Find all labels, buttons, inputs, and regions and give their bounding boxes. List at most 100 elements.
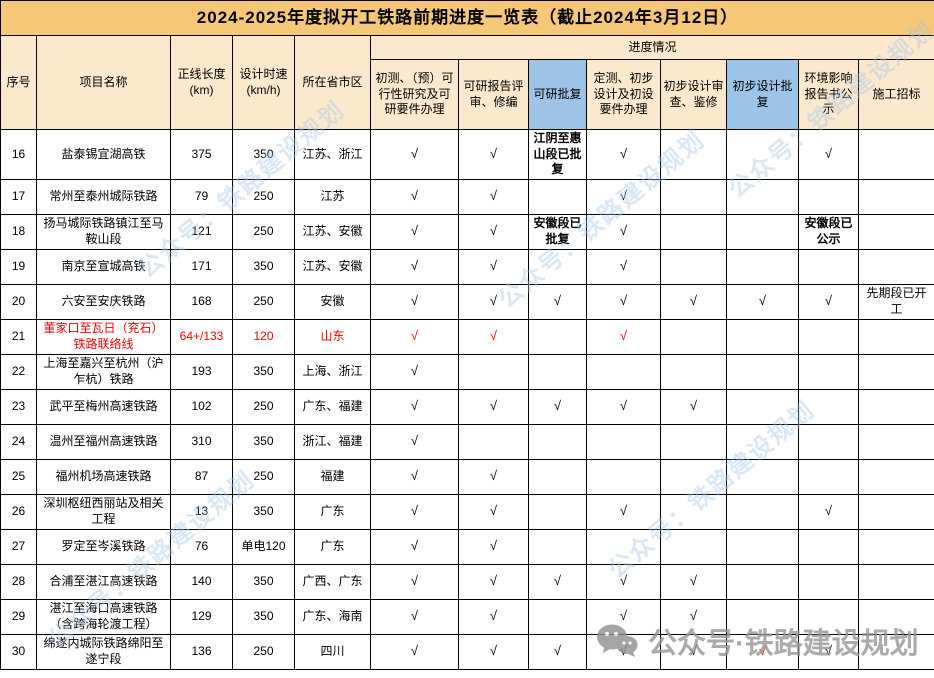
progress-cell [798, 178, 859, 215]
table-row: 23 武平至梅州高速铁路 102 250 广东、福建 √ √ √ √ √ [0, 388, 934, 425]
progress-cell: √ [458, 528, 529, 565]
progress-cell: √ [370, 528, 459, 565]
title-row: 2024-2025年度拟开工铁路前期进度一览表（截止2024年3月12日） [0, 0, 934, 36]
col-header-region: 所在省市区 [294, 35, 371, 130]
line-length: 102 [170, 388, 233, 425]
row-seq: 29 [0, 598, 37, 635]
col-header-eia-publicity: 环境影响报告书公示 [798, 59, 859, 130]
progress-cell [726, 493, 799, 530]
progress-cell [528, 353, 587, 390]
progress-cell: √ [660, 283, 727, 320]
line-length: 64+/133 [170, 318, 233, 355]
progress-cell [857, 528, 934, 565]
progress-cell: √ [458, 283, 529, 320]
progress-cell: √ [586, 493, 661, 530]
progress-cell: √ [528, 283, 587, 320]
design-speed: 350 [232, 493, 295, 530]
progress-cell [660, 353, 727, 390]
line-length: 375 [170, 129, 233, 180]
progress-cell [798, 353, 859, 390]
design-speed: 350 [232, 563, 295, 600]
progress-cell [586, 353, 661, 390]
line-length: 140 [170, 563, 233, 600]
progress-cell [798, 388, 859, 425]
progress-cell [528, 493, 587, 530]
table-row: 22 上海至嘉兴至杭州（沪乍杭）铁路 193 350 上海、浙江 √ [0, 353, 934, 390]
progress-cell: √ [370, 248, 459, 285]
row-seq: 28 [0, 563, 37, 600]
project-name: 董家口至瓦日（兖石）铁路联络线 [36, 318, 171, 355]
progress-cell: √ [528, 388, 587, 425]
progress-cell [726, 423, 799, 460]
progress-cell: √ [798, 129, 859, 180]
table-row: 27 罗定至岑溪铁路 76 单电120 广东 √ √ [0, 528, 934, 565]
line-length: 87 [170, 458, 233, 495]
table-row: 24 温州至福州高速铁路 310 350 浙江、福建 √ [0, 423, 934, 460]
progress-cell [660, 129, 727, 180]
progress-cell: √ [586, 178, 661, 215]
row-seq: 26 [0, 493, 37, 530]
progress-cell: √ [370, 178, 459, 215]
progress-cell [660, 528, 727, 565]
table-row: 20 六安至安庆铁路 168 250 安徽 √ √ √ √ √ √ √ 先期段已开工 [0, 283, 934, 320]
col-header-speed: 设计时速 (km/h) [232, 35, 295, 130]
progress-cell [726, 458, 799, 495]
table-body: 16 盐泰锡宜湖高铁 375 350 江苏、浙江 √ √ 江阴至惠山段已批复 √ √ 17 常州至泰州… [0, 129, 934, 670]
col-header-seq: 序号 [0, 35, 37, 130]
progress-cell: √ [370, 388, 459, 425]
progress-cell: √ [370, 563, 459, 600]
progress-cell: √ [726, 633, 799, 670]
progress-cell [726, 129, 799, 180]
row-seq: 20 [0, 283, 37, 320]
progress-cell: √ [458, 458, 529, 495]
progress-cell: √ [586, 283, 661, 320]
progress-cell [857, 213, 934, 250]
province-region: 四川 [294, 633, 371, 670]
design-speed: 250 [232, 388, 295, 425]
project-name: 扬马城际铁路镇江至马鞍山段 [36, 213, 171, 250]
row-seq: 24 [0, 423, 37, 460]
progress-cell [660, 423, 727, 460]
progress-cell [857, 178, 934, 215]
progress-cell [726, 528, 799, 565]
progress-cell: √ [586, 318, 661, 355]
progress-cell: √ [458, 598, 529, 635]
province-region: 江苏 [294, 178, 371, 215]
progress-cell [798, 248, 859, 285]
progress-cell [726, 563, 799, 600]
project-name: 合浦至湛江高速铁路 [36, 563, 171, 600]
province-region: 上海、浙江 [294, 353, 371, 390]
design-speed: 350 [232, 129, 295, 180]
progress-cell [586, 423, 661, 460]
table-row: 21 董家口至瓦日（兖石）铁路联络线 64+/133 120 山东 √ √ √ [0, 318, 934, 355]
progress-cell: √ [528, 633, 587, 670]
progress-cell: √ [370, 598, 459, 635]
design-speed: 250 [232, 283, 295, 320]
table-row: 18 扬马城际铁路镇江至马鞍山段 121 250 江苏、安徽 √ √ 安徽段已批复 √ 安徽段已公… [0, 213, 934, 250]
line-length: 168 [170, 283, 233, 320]
project-name: 武平至梅州高速铁路 [36, 388, 171, 425]
progress-cell [660, 493, 727, 530]
project-name: 常州至泰州城际铁路 [36, 178, 171, 215]
design-speed: 350 [232, 353, 295, 390]
progress-cell: 江阴至惠山段已批复 [528, 129, 587, 180]
line-length: 79 [170, 178, 233, 215]
progress-cell [660, 178, 727, 215]
progress-cell: √ [458, 248, 529, 285]
progress-cell: √ [370, 213, 459, 250]
progress-cell: √ [660, 598, 727, 635]
progress-cell: √ [370, 353, 459, 390]
province-region: 广西、广东 [294, 563, 371, 600]
progress-cell [528, 528, 587, 565]
project-name: 深圳枢纽西丽站及相关工程 [36, 493, 171, 530]
progress-cell [660, 213, 727, 250]
progress-cell: √ [370, 318, 459, 355]
progress-cell: 安徽段已批复 [528, 213, 587, 250]
header-group-row: 序号 项目名称 正线长度 (km) 设计时速 (km/h) 所在省市区 进度情况 [0, 35, 934, 130]
progress-cell: √ [370, 458, 459, 495]
row-seq: 22 [0, 353, 37, 390]
province-region: 广东、海南 [294, 598, 371, 635]
progress-cell: √ [660, 388, 727, 425]
progress-cell [726, 388, 799, 425]
